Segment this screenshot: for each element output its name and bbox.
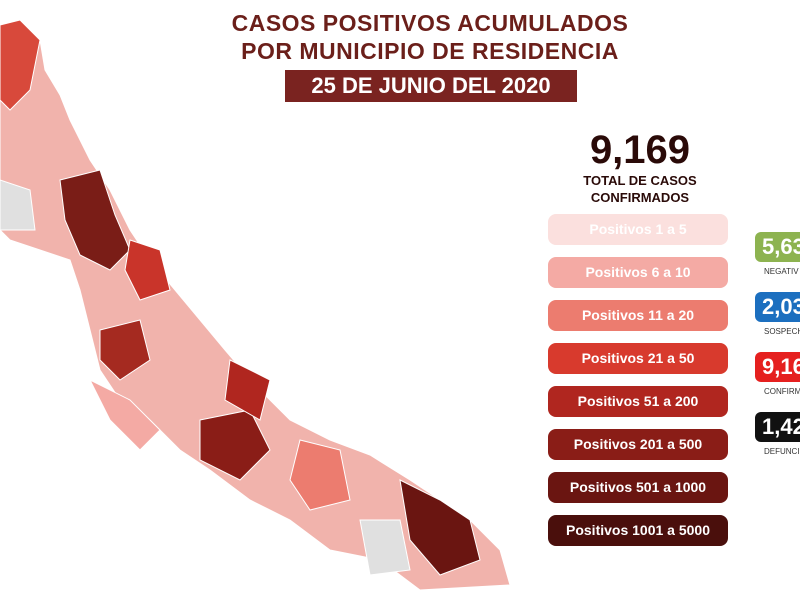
legend-item: Positivos 11 a 20 (548, 300, 728, 331)
stat-value: 1,42 (755, 412, 800, 442)
region (59, 169, 131, 271)
region (99, 319, 151, 381)
map (0, 19, 511, 591)
date: 25 DE JUNIO DEL 2020 (285, 70, 577, 102)
legend-item: Positivos 6 a 10 (548, 257, 728, 288)
region (0, 19, 41, 111)
region (359, 519, 411, 576)
title: POR MUNICIPIO DE RESIDENCIA (241, 38, 619, 64)
legend-item: Positivos 1 a 5 (548, 214, 728, 245)
legend-item: Positivos 51 a 200 (548, 386, 728, 417)
region (224, 359, 271, 421)
region (0, 179, 36, 231)
total-label: CONFIRMADOS (590, 190, 690, 205)
region (124, 239, 171, 301)
region (399, 479, 481, 576)
region (289, 439, 351, 511)
stat-label: SOSPECH (764, 327, 800, 336)
stat-label: CONFIRM (764, 387, 800, 396)
legend-item: Positivos 1001 a 5000 (548, 515, 728, 546)
title: CASOS POSITIVOS ACUMULADOS (231, 10, 629, 36)
stat-value: 9,16 (755, 352, 800, 382)
stat-label: DEFUNCI (764, 447, 800, 456)
region (199, 409, 271, 481)
legend-item: Positivos 501 a 1000 (548, 472, 728, 503)
total-label: TOTAL DE CASOS (583, 173, 697, 188)
stat-value: 2,03 (755, 292, 800, 322)
region (88, 378, 161, 451)
total: 9,169 (589, 128, 691, 172)
stat-label: NEGATIV (764, 267, 799, 276)
legend-item: Positivos 201 a 500 (548, 429, 728, 460)
legend-item: Positivos 21 a 50 (548, 343, 728, 374)
stat-value: 5,63 (755, 232, 800, 262)
